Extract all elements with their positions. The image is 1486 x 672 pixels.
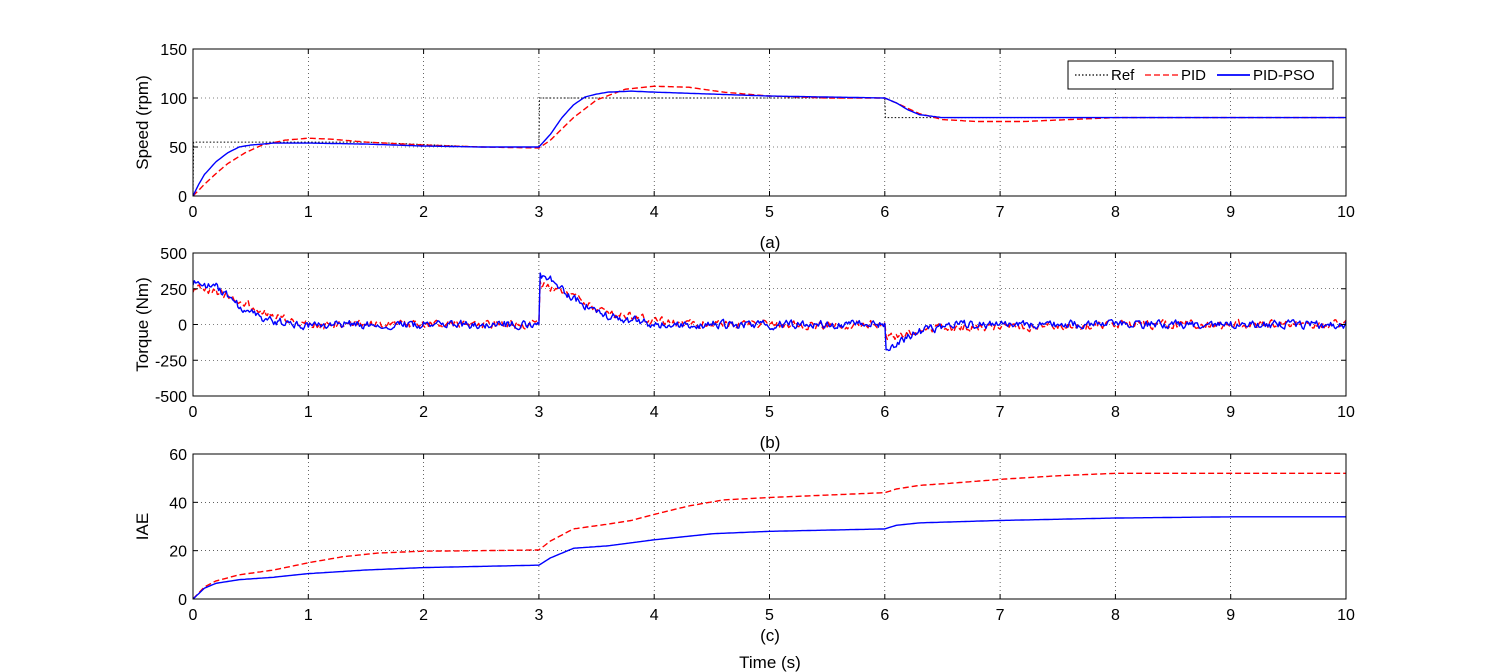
x-tick-label: 3: [534, 404, 543, 421]
x-tick-label: 5: [765, 607, 774, 624]
y-tick-label: 150: [160, 42, 187, 59]
series-group: [193, 472, 1346, 599]
x-tick-label: 10: [1337, 404, 1355, 421]
legend-pid-pso-label: PID-PSO: [1253, 67, 1315, 84]
series-line-pid-pso: [193, 516, 1346, 599]
x-tick-label: 7: [996, 607, 1005, 624]
torque-panel: 0 1 2 3 4 5 6 7 8 9 10 -500 -250 0 250 500 Torque (Nm): [133, 246, 1355, 421]
x-tick-label: 2: [419, 204, 428, 221]
x-tick-label: 0: [189, 404, 198, 421]
y-tick-label: 50: [169, 140, 187, 157]
series-line-ref: [193, 97, 1346, 196]
x-axis-label: Time (s): [739, 653, 801, 672]
x-tick-label: 3: [534, 607, 543, 624]
y-tick-label: 20: [169, 544, 187, 561]
series-group: [193, 85, 1346, 196]
y-tick-label: -250: [155, 353, 187, 370]
x-tick-label: 1: [304, 404, 313, 421]
y-tick-label: 0: [178, 318, 187, 335]
x-tick-label: 4: [650, 404, 659, 421]
series-line-pid: [193, 472, 1346, 599]
iae-panel: 0 1 2 3 4 5 6 7 8 9 10 0 20 40 60 IAE: [133, 447, 1355, 624]
x-tick-label: 6: [880, 404, 889, 421]
x-tick-label: 4: [650, 607, 659, 624]
x-tick-label: 2: [419, 607, 428, 624]
x-tick-label: 8: [1111, 607, 1120, 624]
series-group: [193, 272, 1346, 352]
x-tick-label: 7: [996, 204, 1005, 221]
x-tick-label: 5: [765, 404, 774, 421]
x-tick-label: 6: [880, 607, 889, 624]
x-tick-label: 9: [1226, 404, 1235, 421]
x-tick-label: 0: [189, 607, 198, 624]
x-tick-label: 6: [880, 204, 889, 221]
x-tick-label: 0: [189, 204, 198, 221]
series-line-pid-pso: [193, 272, 1346, 352]
y-tick-label: 500: [160, 246, 187, 263]
x-tick-label: 1: [304, 204, 313, 221]
x-tick-label: 8: [1111, 404, 1120, 421]
x-tick-label: 1: [304, 607, 313, 624]
legend: Ref PID PID-PSO: [1067, 60, 1334, 90]
caption-c: (c): [760, 626, 780, 645]
x-tick-label: 4: [650, 204, 659, 221]
x-tick-label: 10: [1337, 607, 1355, 624]
x-tick-label: 8: [1111, 204, 1120, 221]
y-tick-label: 250: [160, 282, 187, 299]
x-tick-label: 7: [996, 404, 1005, 421]
x-tick-label: 3: [534, 204, 543, 221]
y-tick-label: 60: [169, 447, 187, 464]
x-tick-label: 9: [1226, 607, 1235, 624]
legend-ref-label: Ref: [1111, 67, 1135, 84]
legend-pid-label: PID: [1181, 67, 1206, 84]
x-tick-label: 10: [1337, 204, 1355, 221]
series-line-pid-pso: [193, 90, 1346, 196]
y-tick-label: 40: [169, 495, 187, 512]
y-axis-label: Torque (Nm): [133, 277, 152, 371]
legend-box: [1067, 60, 1334, 90]
y-axis-label: Speed (rpm): [133, 75, 152, 169]
x-tick-label: 2: [419, 404, 428, 421]
y-tick-label: 0: [178, 189, 187, 206]
y-axis-label: IAE: [133, 513, 152, 540]
x-tick-label: 9: [1226, 204, 1235, 221]
y-tick-label: 0: [178, 592, 187, 609]
caption-b: (b): [760, 433, 781, 452]
caption-a: (a): [760, 233, 781, 252]
y-tick-label: 100: [160, 91, 187, 108]
y-tick-label: -500: [155, 389, 187, 406]
x-tick-label: 5: [765, 204, 774, 221]
